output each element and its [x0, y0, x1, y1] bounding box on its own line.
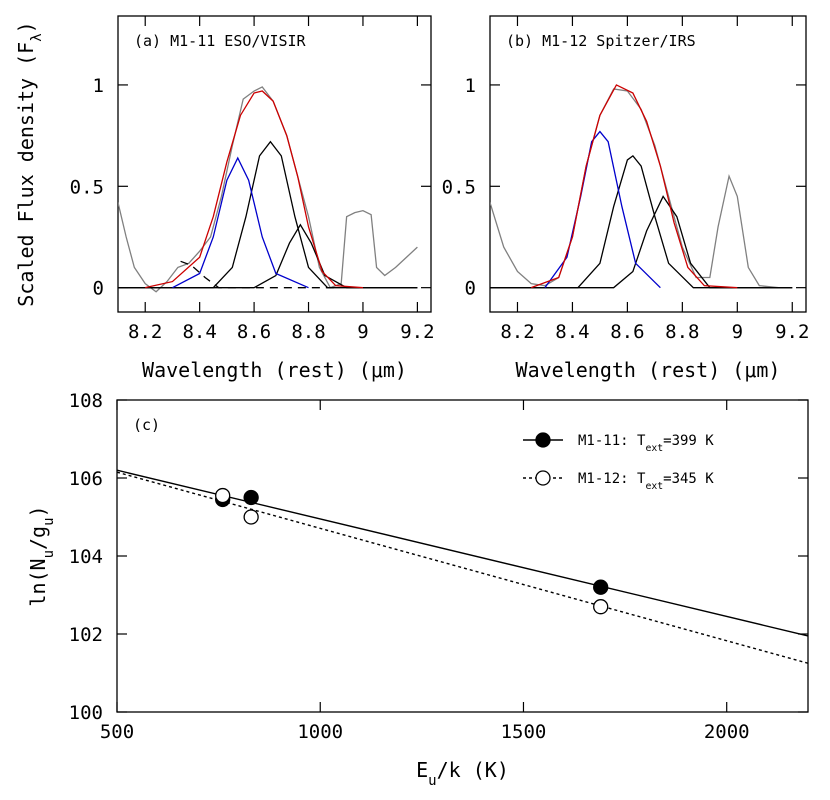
- legend-label: M1-11: Text=399 K: [578, 433, 714, 454]
- label-part: ext: [645, 481, 663, 492]
- y-tick-label: 1: [465, 75, 476, 97]
- x-tick-label: 8.2: [128, 321, 162, 343]
- y-tick-label: 1: [93, 75, 104, 97]
- x-tick-label: 2000: [704, 721, 750, 743]
- data-point: [243, 489, 259, 506]
- legend-marker: [535, 470, 551, 486]
- y-tick-label: 0: [93, 278, 104, 300]
- spectrum-curve: [172, 156, 309, 289]
- label-part: u: [41, 550, 57, 558]
- x-tick-label: 9: [732, 321, 743, 343]
- legend-marker: [535, 432, 551, 448]
- x-tick-label: 9: [357, 321, 368, 343]
- x-tick-label: 8.8: [665, 321, 699, 343]
- x-tick-label: 1500: [501, 721, 547, 743]
- plot-frame: [489, 15, 807, 313]
- label-part: /g: [26, 526, 50, 550]
- x-tick-label: 8.2: [500, 321, 534, 343]
- y-axis-label: Scaled Flux density (Fλ): [14, 21, 45, 306]
- x-axis-label: Wavelength (rest) (μm): [516, 358, 781, 382]
- label-part: Scaled Flux density (F: [14, 42, 38, 307]
- y-tick-label: 0: [465, 278, 476, 300]
- label-part: M1-11: T: [578, 433, 646, 449]
- label-part: λ: [29, 33, 45, 41]
- spectrum-curve: [544, 130, 661, 289]
- x-axis-label: Eu/k (K): [416, 758, 509, 789]
- y-tick-label: 100: [69, 702, 103, 724]
- x-tick-label: 8.6: [610, 321, 644, 343]
- label-part: ): [14, 21, 38, 33]
- plot-frame: [117, 15, 432, 313]
- label-part: E: [416, 758, 428, 782]
- data-point: [593, 579, 609, 595]
- x-tick-label: 9.2: [775, 321, 809, 343]
- spectrum-curve: [490, 154, 793, 289]
- y-tick-label: 0.5: [70, 176, 104, 198]
- spectrum-curve: [490, 195, 793, 289]
- legend-label: M1-12: Text=345 K: [578, 471, 714, 492]
- spectrum-curve: [145, 90, 364, 289]
- label-part: =345 K: [663, 471, 714, 487]
- panel-annotation: (a) M1-11 ESO/VISIR: [134, 32, 307, 50]
- x-tick-label: 500: [100, 721, 134, 743]
- y-tick-label: 106: [69, 468, 103, 490]
- x-tick-label: 8.4: [182, 321, 216, 343]
- label-part: ln(N: [26, 558, 50, 606]
- spectrum-curve: [530, 84, 738, 289]
- y-tick-label: 102: [69, 624, 103, 646]
- data-point: [593, 599, 609, 615]
- fit-line: [116, 469, 809, 637]
- x-tick-label: 8.8: [291, 321, 325, 343]
- y-tick-label: 104: [69, 546, 103, 568]
- label-part: ): [26, 505, 50, 517]
- y-axis-label: ln(Nu/gu): [26, 505, 57, 606]
- label-part: =399 K: [663, 433, 714, 449]
- spectrum-curve: [118, 86, 418, 293]
- x-tick-label: 9.2: [400, 321, 434, 343]
- data-point: [215, 487, 231, 504]
- label-part: u: [428, 773, 436, 789]
- data-point: [243, 509, 259, 525]
- spectrum-curve: [180, 260, 336, 289]
- y-tick-label: 0.5: [442, 176, 476, 198]
- x-tick-label: 1000: [297, 721, 343, 743]
- label-part: /k (K): [437, 758, 509, 782]
- spectrum-curve: [118, 140, 418, 289]
- label-part: u: [41, 517, 57, 525]
- x-tick-label: 8.6: [237, 321, 271, 343]
- panel-annotation: (b) M1-12 Spitzer/IRS: [506, 32, 696, 50]
- x-axis-label: Wavelength (rest) (μm): [142, 358, 407, 382]
- label-part: M1-12: T: [578, 471, 646, 487]
- label-part: ext: [645, 443, 663, 454]
- panel-annotation: (c): [133, 416, 160, 434]
- y-tick-label: 108: [69, 390, 103, 412]
- spectrum-curve: [118, 223, 418, 289]
- x-tick-label: 8.4: [555, 321, 589, 343]
